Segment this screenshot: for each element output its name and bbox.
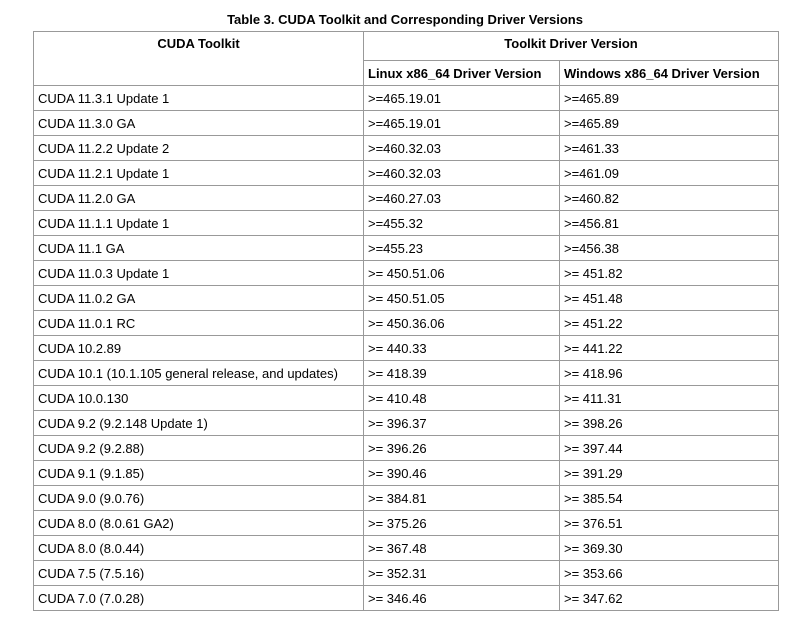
cell-linux: >= 390.46: [363, 460, 560, 486]
cell-toolkit: CUDA 10.2.89: [33, 335, 364, 361]
cell-windows: >=461.33: [558, 135, 780, 161]
cell-windows: >=461.09: [558, 160, 780, 186]
cell-linux: >= 384.81: [363, 485, 560, 511]
table-row: CUDA 9.0 (9.0.76) >= 384.81 >= 385.54: [33, 485, 780, 511]
cell-toolkit: CUDA 8.0 (8.0.44): [33, 535, 364, 561]
cell-toolkit: CUDA 11.3.1 Update 1: [33, 85, 364, 111]
cell-linux: >=455.32: [363, 210, 560, 236]
header-cuda-toolkit: CUDA Toolkit: [33, 31, 364, 86]
cell-toolkit: CUDA 11.2.2 Update 2: [33, 135, 364, 161]
cell-windows: >= 397.44: [558, 435, 780, 461]
table-row: CUDA 10.0.130 >= 410.48 >= 411.31: [33, 385, 780, 411]
table-row: CUDA 11.1.1 Update 1 >=455.32 >=456.81: [33, 210, 780, 236]
cell-windows: >= 347.62: [558, 585, 780, 611]
header-windows-driver: Windows x86_64 Driver Version: [558, 60, 780, 86]
cell-toolkit: CUDA 11.2.1 Update 1: [33, 160, 364, 186]
cell-windows: >= 398.26: [558, 410, 780, 436]
cell-toolkit: CUDA 11.1.1 Update 1: [33, 210, 364, 236]
table-row: CUDA 11.3.0 GA >=465.19.01 >=465.89: [33, 110, 780, 136]
table-row: CUDA 11.0.1 RC >= 450.36.06 >= 451.22: [33, 310, 780, 336]
cell-toolkit: CUDA 9.2 (9.2.148 Update 1): [33, 410, 364, 436]
cell-linux: >= 418.39: [363, 360, 560, 386]
cell-linux: >=465.19.01: [363, 110, 560, 136]
driver-versions-table: CUDA Toolkit Toolkit Driver Version Linu…: [33, 31, 780, 611]
table-row: CUDA 9.2 (9.2.88) >= 396.26 >= 397.44: [33, 435, 780, 461]
cell-linux: >=460.32.03: [363, 160, 560, 186]
cell-windows: >= 376.51: [558, 510, 780, 536]
table-row: CUDA 11.2.0 GA >=460.27.03 >=460.82: [33, 185, 780, 211]
cell-toolkit: CUDA 11.3.0 GA: [33, 110, 364, 136]
cell-linux: >= 396.37: [363, 410, 560, 436]
cell-linux: >= 440.33: [363, 335, 560, 361]
cell-toolkit: CUDA 7.0 (7.0.28): [33, 585, 364, 611]
cell-toolkit: CUDA 11.2.0 GA: [33, 185, 364, 211]
cell-toolkit: CUDA 11.0.3 Update 1: [33, 260, 364, 286]
table-row: CUDA 9.1 (9.1.85) >= 390.46 >= 391.29: [33, 460, 780, 486]
cell-toolkit: CUDA 11.0.1 RC: [33, 310, 364, 336]
table-row: CUDA 11.0.3 Update 1 >= 450.51.06 >= 451.8…: [33, 260, 780, 286]
table-row: CUDA 7.0 (7.0.28) >= 346.46 >= 347.62: [33, 585, 780, 611]
cell-toolkit: CUDA 7.5 (7.5.16): [33, 560, 364, 586]
cell-linux: >= 450.51.06: [363, 260, 560, 286]
table-row: CUDA 9.2 (9.2.148 Update 1) >= 396.37 >= 3…: [33, 410, 780, 436]
cell-windows: >= 451.48: [558, 285, 780, 311]
cell-linux: >= 375.26: [363, 510, 560, 536]
cell-windows: >= 418.96: [558, 360, 780, 386]
cell-toolkit: CUDA 9.2 (9.2.88): [33, 435, 364, 461]
table-row: CUDA 10.2.89 >= 440.33 >= 441.22: [33, 335, 780, 361]
cell-linux: >=465.19.01: [363, 85, 560, 111]
cell-toolkit: CUDA 11.1 GA: [33, 235, 364, 261]
cell-windows: >=456.38: [558, 235, 780, 261]
cell-windows: >=456.81: [558, 210, 780, 236]
table-row: CUDA 11.2.1 Update 1 >=460.32.03 >=461.09: [33, 160, 780, 186]
cell-windows: >= 411.31: [558, 385, 780, 411]
cell-linux: >= 367.48: [363, 535, 560, 561]
cell-windows: >= 353.66: [558, 560, 780, 586]
table-row: CUDA 11.1 GA >=455.23 >=456.38: [33, 235, 780, 261]
cell-toolkit: CUDA 10.0.130: [33, 385, 364, 411]
cell-toolkit: CUDA 9.1 (9.1.85): [33, 460, 364, 486]
cell-toolkit: CUDA 8.0 (8.0.61 GA2): [33, 510, 364, 536]
cell-windows: >= 369.30: [558, 535, 780, 561]
cell-windows: >= 385.54: [558, 485, 780, 511]
cell-toolkit: CUDA 10.1 (10.1.105 general release, and…: [33, 360, 364, 386]
cell-windows: >= 451.82: [558, 260, 780, 286]
cell-linux: >= 352.31: [363, 560, 560, 586]
table-row: CUDA 11.0.2 GA >= 450.51.05 >= 451.48: [33, 285, 780, 311]
cell-windows: >=460.82: [558, 185, 780, 211]
table-row: CUDA 11.2.2 Update 2 >=460.32.03 >=461.33: [33, 135, 780, 161]
cell-windows: >= 441.22: [558, 335, 780, 361]
cell-linux: >=460.32.03: [363, 135, 560, 161]
table-row: CUDA 8.0 (8.0.44) >= 367.48 >= 369.30: [33, 535, 780, 561]
table-caption: Table 3. CUDA Toolkit and Corresponding …: [227, 12, 583, 27]
cell-windows: >= 451.22: [558, 310, 780, 336]
cell-linux: >= 450.51.05: [363, 285, 560, 311]
header-linux-driver: Linux x86_64 Driver Version: [363, 60, 560, 86]
table-row: CUDA 7.5 (7.5.16) >= 352.31 >= 353.66: [33, 560, 780, 586]
header-toolkit-driver-version: Toolkit Driver Version: [362, 31, 780, 61]
table-row: CUDA 11.3.1 Update 1 >=465.19.01 >=465.89: [33, 85, 780, 111]
table-row: CUDA 8.0 (8.0.61 GA2) >= 375.26 >= 376.51: [33, 510, 780, 536]
cell-linux: >= 346.46: [363, 585, 560, 611]
cell-windows: >= 391.29: [558, 460, 780, 486]
cell-toolkit: CUDA 11.0.2 GA: [33, 285, 364, 311]
table-row: CUDA 10.1 (10.1.105 general release, and…: [33, 360, 780, 386]
cell-linux: >= 396.26: [363, 435, 560, 461]
cell-linux: >= 450.36.06: [363, 310, 560, 336]
cell-linux: >= 410.48: [363, 385, 560, 411]
cell-windows: >=465.89: [558, 85, 780, 111]
cell-linux: >=460.27.03: [363, 185, 560, 211]
cell-toolkit: CUDA 9.0 (9.0.76): [33, 485, 364, 511]
cell-linux: >=455.23: [363, 235, 560, 261]
cell-windows: >=465.89: [558, 110, 780, 136]
